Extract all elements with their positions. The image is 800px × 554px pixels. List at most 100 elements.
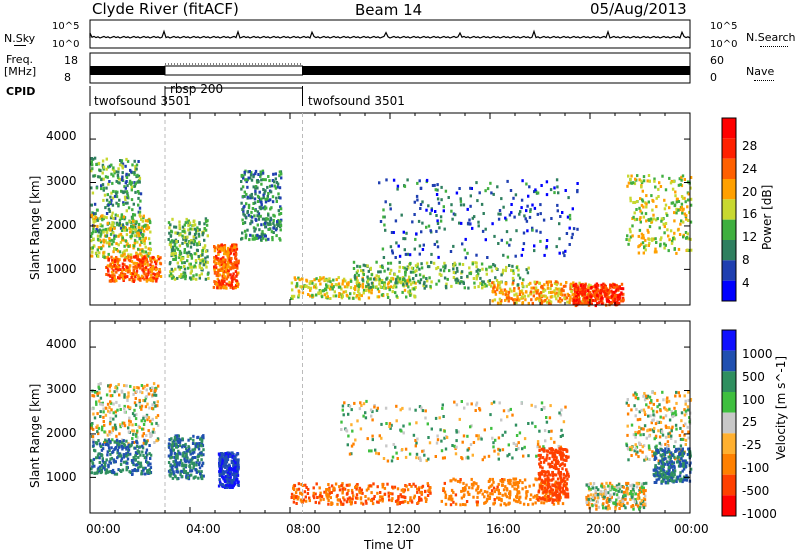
data-cell: [234, 465, 237, 469]
data-cell: [178, 463, 181, 467]
data-cell: [400, 429, 403, 433]
data-cell: [390, 499, 394, 503]
data-cell: [511, 456, 514, 460]
data-cell: [377, 452, 380, 456]
data-cell: [216, 268, 220, 272]
data-cell: [436, 197, 440, 201]
data-cell: [404, 499, 407, 503]
data-cell: [228, 465, 231, 469]
data-cell: [464, 256, 467, 260]
data-cell: [125, 190, 129, 194]
data-cell: [520, 290, 523, 294]
data-cell: [640, 203, 644, 207]
data-cell: [477, 437, 480, 441]
data-cell: [178, 256, 181, 259]
data-cell: [132, 461, 135, 465]
data-cell: [642, 179, 646, 183]
data-cell: [262, 196, 265, 200]
data-cell: [315, 277, 318, 281]
data-cell: [254, 186, 257, 190]
data-cell: [153, 273, 157, 277]
data-cell: [203, 238, 206, 242]
data-cell: [434, 416, 438, 420]
data-cell: [141, 249, 144, 253]
data-cell: [472, 483, 475, 487]
data-cell: [226, 271, 229, 275]
data-cell: [561, 211, 564, 214]
data-cell: [125, 176, 129, 179]
data-cell: [109, 226, 112, 230]
data-cell: [102, 198, 105, 202]
data-cell: [217, 249, 221, 253]
data-cell: [134, 434, 138, 438]
data-cell: [436, 219, 439, 223]
data-cell: [439, 428, 442, 432]
data-cell: [355, 485, 359, 489]
data-cell: [443, 227, 446, 231]
data-cell: [96, 412, 99, 416]
data-cell: [128, 220, 131, 224]
data-cell: [192, 476, 195, 480]
data-cell: [306, 492, 310, 495]
data-cell: [259, 214, 262, 218]
data-cell: [97, 385, 100, 389]
data-cell: [244, 236, 247, 240]
data-cell: [155, 416, 158, 419]
station-title: Clyde River (fitACF): [92, 0, 239, 18]
data-cell: [540, 298, 543, 302]
data-cell: [466, 448, 469, 452]
data-cell: [629, 230, 632, 234]
data-cell: [224, 470, 227, 474]
data-cell: [115, 242, 118, 246]
data-cell: [222, 283, 225, 287]
data-cell: [424, 409, 427, 413]
data-cell: [183, 251, 186, 254]
data-cell: [214, 261, 217, 265]
data-cell: [582, 292, 585, 296]
data-cell: [663, 198, 666, 202]
data-cell: [142, 216, 145, 220]
data-cell: [117, 203, 120, 206]
data-cell: [178, 249, 182, 253]
data-cell: [113, 440, 116, 444]
data-cell: [600, 283, 603, 287]
data-cell: [99, 232, 103, 236]
data-cell: [525, 491, 528, 495]
data-cell: [396, 187, 399, 191]
data-cell: [362, 502, 365, 506]
data-cell: [148, 251, 152, 255]
data-cell: [466, 274, 469, 278]
data-cell: [184, 221, 187, 225]
data-cell: [652, 217, 655, 221]
data-cell: [112, 411, 115, 415]
data-cell: [224, 258, 227, 262]
data-cell: [497, 489, 500, 493]
data-cell: [265, 238, 268, 242]
data-cell: [146, 227, 149, 231]
data-cell: [261, 171, 265, 175]
data-cell: [98, 238, 102, 242]
data-cell: [226, 464, 229, 468]
data-cell: [127, 270, 130, 273]
data-cell: [122, 203, 125, 206]
data-cell: [570, 285, 574, 289]
data-cell: [527, 301, 530, 305]
data-cell: [170, 267, 173, 271]
data-cell: [127, 173, 131, 177]
data-cell: [529, 281, 532, 285]
data-cell: [145, 455, 148, 459]
data-cell: [342, 279, 345, 283]
data-cell: [402, 278, 405, 281]
data-cell: [394, 219, 398, 223]
data-cell: [378, 282, 381, 286]
xtick-2: 08:00: [286, 522, 321, 536]
data-cell: [137, 466, 140, 470]
data-cell: [127, 206, 131, 210]
data-cell: [440, 198, 443, 202]
data-cell: [227, 283, 231, 287]
data-cell: [277, 192, 280, 196]
data-cell: [118, 445, 121, 449]
data-cell: [230, 467, 233, 471]
data-cell: [489, 492, 492, 496]
data-cell: [562, 284, 566, 288]
